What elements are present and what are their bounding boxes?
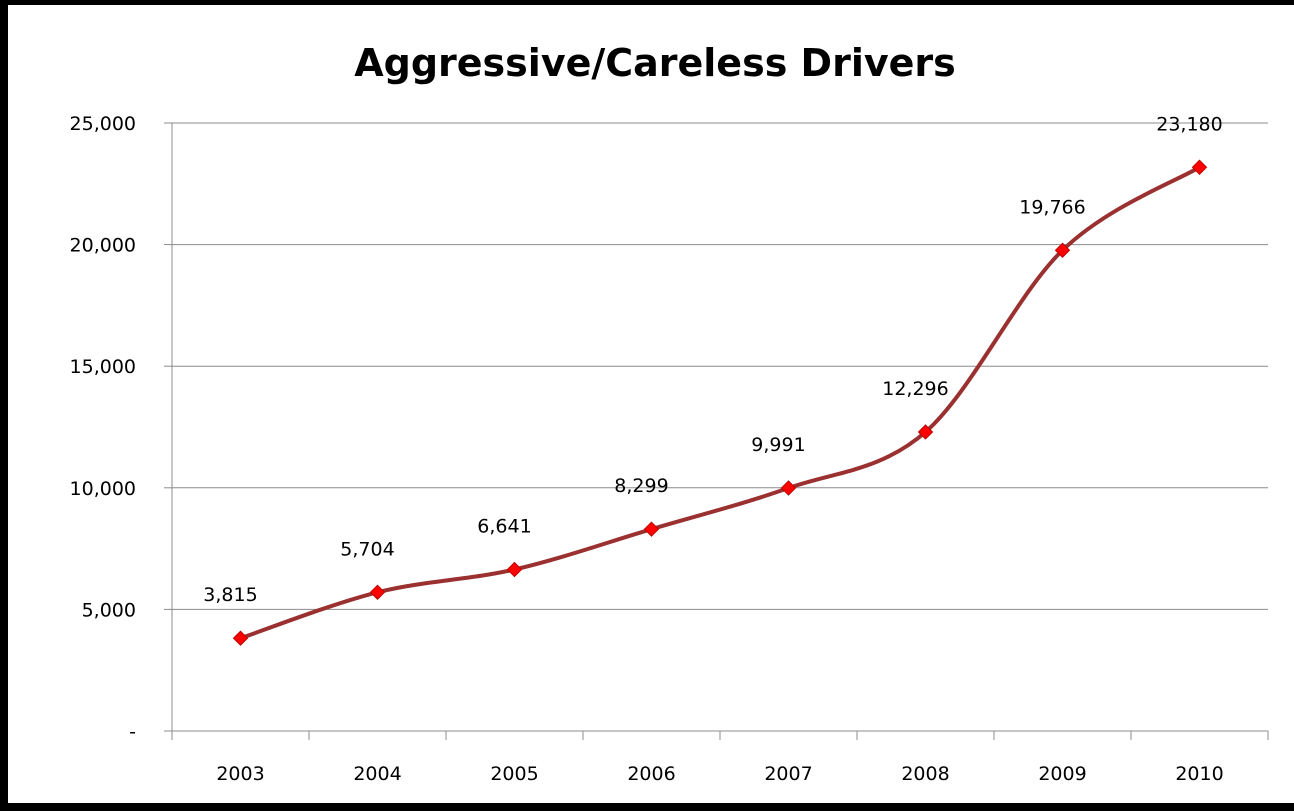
series-group — [239, 165, 1201, 641]
data-point-marker — [1054, 242, 1071, 258]
x-tick-label: 2005 — [490, 763, 538, 785]
data-point-marker — [506, 561, 523, 578]
x-tick-label: 2007 — [764, 763, 812, 785]
data-point-marker — [232, 630, 249, 646]
series-line — [239, 165, 1201, 641]
data-point-marker — [780, 480, 797, 496]
markers-group — [232, 159, 1208, 646]
y-tick-label: 10,000 — [70, 478, 136, 500]
gridlines — [172, 122, 1268, 610]
data-labels-group: 3,815 5,704 6,641 8,299 9,991 12,296 19,766 23,… — [203, 113, 1222, 606]
y-tick-label: 25,000 — [70, 113, 136, 135]
x-axis-tick-labels: 2003 2004 2005 2006 2007 2008 2009 2010 — [216, 763, 1223, 785]
data-point-marker — [643, 521, 660, 537]
y-tick-label: - — [129, 721, 136, 743]
data-label: 23,180 — [1156, 113, 1222, 135]
y-tick-label: 20,000 — [70, 235, 136, 257]
y-axis-tick-labels: - 5,000 10,000 15,000 20,000 25,000 — [70, 113, 136, 743]
x-tick-label: 2008 — [901, 763, 949, 785]
x-tick-label: 2006 — [627, 763, 675, 785]
data-label: 12,296 — [882, 378, 948, 400]
x-tick-label: 2009 — [1038, 763, 1086, 785]
y-tick-label: 15,000 — [70, 356, 136, 378]
data-point-marker — [369, 584, 386, 600]
x-tick-label: 2003 — [216, 763, 264, 785]
data-label: 9,991 — [751, 434, 805, 456]
axes — [164, 122, 1269, 740]
y-tick-label: 5,000 — [82, 599, 136, 621]
data-point-marker — [1191, 159, 1208, 175]
chart-title: Aggressive/Careless Drivers — [354, 41, 956, 85]
data-label: 19,766 — [1019, 196, 1085, 218]
x-tick-label: 2010 — [1175, 763, 1223, 785]
x-tick-label: 2004 — [353, 763, 401, 785]
data-point-marker — [917, 424, 934, 440]
data-label: 3,815 — [203, 584, 257, 606]
data-label: 8,299 — [614, 475, 668, 497]
data-label: 6,641 — [477, 515, 531, 537]
data-label: 5,704 — [340, 538, 394, 560]
